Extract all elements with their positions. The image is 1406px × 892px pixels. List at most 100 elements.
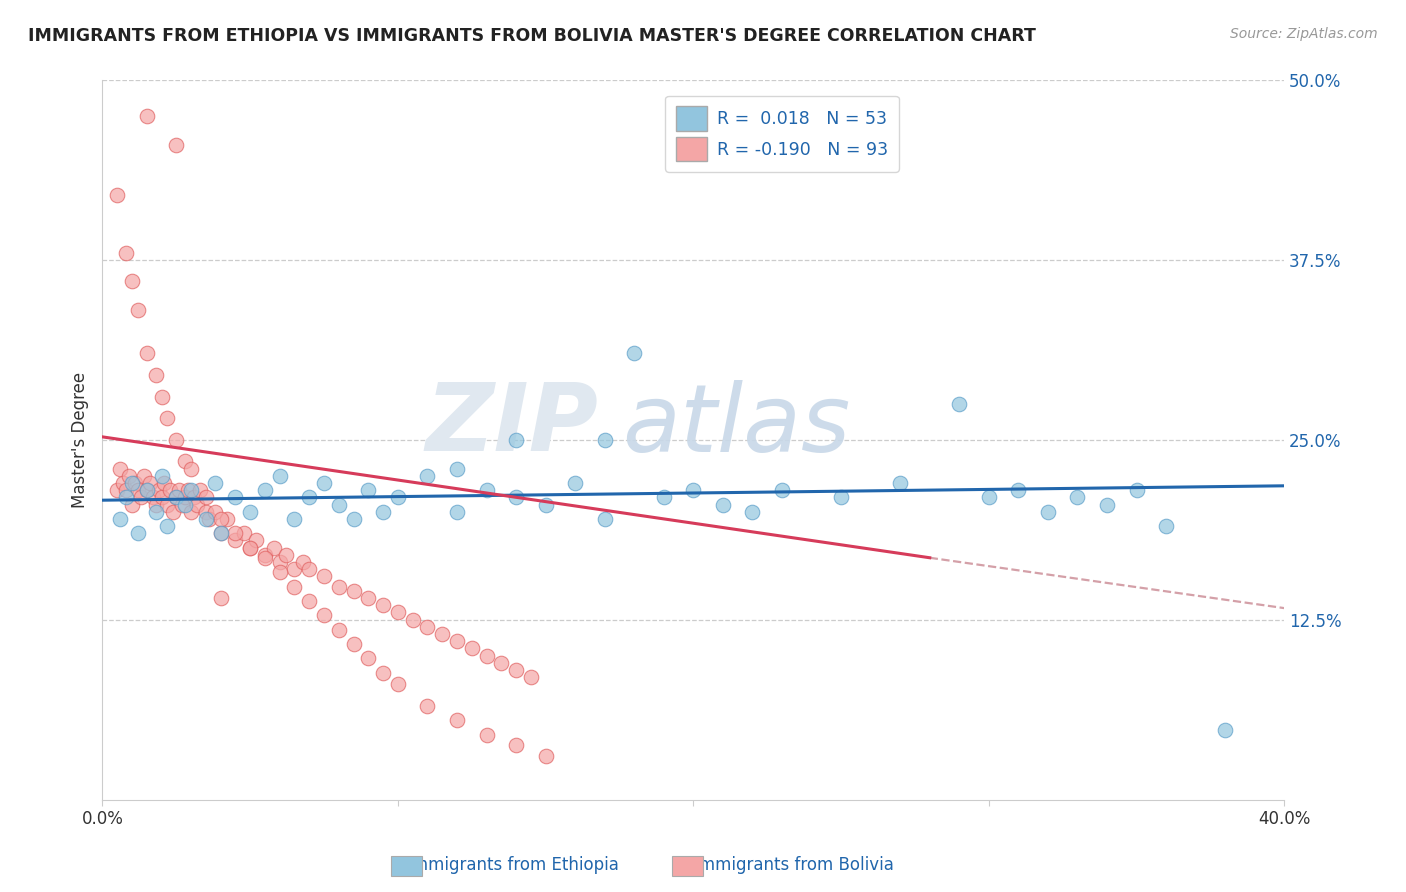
Point [121, 275, 143, 289]
Text: atlas: atlas [623, 380, 851, 471]
Point [194, 491, 217, 505]
Point [505, 663, 527, 677]
Point [402, 613, 425, 627]
Point [1036, 505, 1059, 519]
Point [593, 433, 616, 447]
Point [135, 483, 157, 497]
Point [194, 512, 217, 526]
Point [312, 475, 335, 490]
Point [269, 565, 291, 579]
Point [115, 245, 138, 260]
Point [165, 491, 187, 505]
Point [274, 548, 297, 562]
Point [475, 728, 498, 742]
Point [357, 483, 380, 497]
Point [416, 468, 439, 483]
Text: ZIP: ZIP [426, 379, 599, 471]
Point [174, 498, 197, 512]
Point [233, 526, 256, 541]
Point [1095, 498, 1118, 512]
Point [461, 641, 484, 656]
Point [162, 505, 184, 519]
Point [593, 512, 616, 526]
Point [224, 533, 246, 548]
Point [948, 397, 970, 411]
Point [253, 548, 276, 562]
Point [357, 651, 380, 665]
Point [135, 109, 157, 123]
Point [520, 670, 543, 684]
Point [416, 698, 439, 713]
Point [239, 505, 262, 519]
Point [534, 498, 557, 512]
Point [475, 483, 498, 497]
Point [446, 714, 468, 728]
Point [889, 475, 911, 490]
Point [188, 483, 211, 497]
Point [156, 498, 179, 512]
Point [298, 594, 321, 608]
Point [115, 491, 138, 505]
Point [177, 483, 200, 497]
Point [263, 541, 285, 555]
Point [475, 648, 498, 663]
Point [283, 580, 305, 594]
Point [132, 468, 155, 483]
Point [505, 738, 527, 752]
Point [165, 137, 187, 152]
Point [135, 483, 157, 497]
Point [194, 505, 217, 519]
Point [156, 519, 179, 533]
Point [124, 475, 146, 490]
Point [283, 562, 305, 576]
Point [150, 491, 173, 505]
Point [127, 483, 149, 497]
Point [283, 512, 305, 526]
Point [977, 491, 1000, 505]
Point [153, 475, 176, 490]
Point [371, 505, 394, 519]
Point [174, 491, 197, 505]
Point [446, 505, 468, 519]
Point [253, 550, 276, 565]
Point [167, 483, 190, 497]
Point [105, 188, 128, 202]
Point [186, 498, 208, 512]
Point [165, 433, 187, 447]
Point [269, 555, 291, 569]
Text: Source: ZipAtlas.com: Source: ZipAtlas.com [1230, 27, 1378, 41]
Point [121, 475, 143, 490]
Point [711, 498, 734, 512]
Point [174, 454, 197, 468]
Point [387, 606, 409, 620]
Point [180, 483, 202, 497]
Point [138, 475, 160, 490]
Point [1007, 483, 1029, 497]
Point [224, 526, 246, 541]
Point [342, 637, 364, 651]
Point [127, 526, 149, 541]
Point [741, 505, 763, 519]
Point [245, 533, 267, 548]
Point [830, 491, 852, 505]
Point [239, 541, 262, 555]
Point [1213, 723, 1236, 738]
Point [269, 468, 291, 483]
Legend: R =  0.018   N = 53, R = -0.190   N = 93: R = 0.018 N = 53, R = -0.190 N = 93 [665, 95, 898, 172]
Text: IMMIGRANTS FROM ETHIOPIA VS IMMIGRANTS FROM BOLIVIA MASTER'S DEGREE CORRELATION : IMMIGRANTS FROM ETHIOPIA VS IMMIGRANTS F… [28, 27, 1036, 45]
Point [129, 491, 152, 505]
Point [115, 483, 138, 497]
Point [292, 555, 315, 569]
Point [150, 468, 173, 483]
Point [1154, 519, 1177, 533]
Point [148, 483, 170, 497]
Point [534, 749, 557, 764]
Point [108, 512, 131, 526]
Point [446, 634, 468, 648]
Point [564, 475, 586, 490]
Point [770, 483, 793, 497]
Point [224, 491, 246, 505]
Point [209, 526, 232, 541]
Point [183, 491, 205, 505]
Point [209, 526, 232, 541]
